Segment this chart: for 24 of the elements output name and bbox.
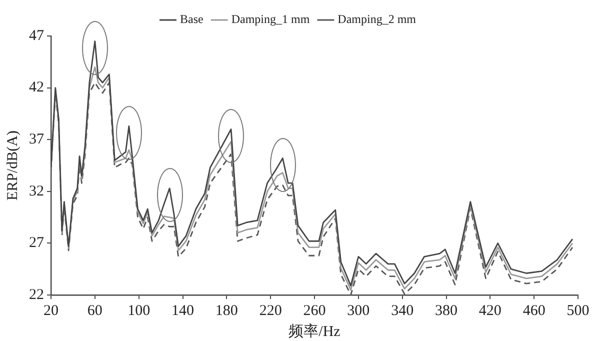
x-tick-label: 60 — [87, 302, 102, 319]
y-axis-title: ERP/dB(A) — [4, 130, 21, 201]
x-tick-label: 420 — [478, 302, 502, 319]
x-tick-label: 380 — [435, 302, 458, 319]
y-tick-label: 42 — [29, 80, 44, 96]
y-tick-label: 47 — [29, 28, 44, 44]
y-tick-label: 27 — [29, 235, 44, 252]
y-tick-label: 32 — [29, 183, 44, 200]
x-tick-label: 260 — [303, 302, 326, 319]
x-tick-label: 340 — [391, 302, 414, 319]
x-tick-label: 460 — [522, 302, 546, 319]
x-tick-label: 100 — [128, 302, 150, 319]
legend-label: Damping_2 mm — [338, 12, 417, 26]
y-tick-label: 37 — [29, 132, 44, 148]
legend-label: Damping_1 mm — [231, 12, 310, 26]
x-tick-label: 220 — [259, 302, 282, 319]
x-axis-title: 频率/Hz — [288, 322, 341, 340]
x-tick-label: 140 — [172, 302, 194, 319]
x-tick-label: 20 — [44, 302, 58, 319]
x-tick-label: 180 — [215, 302, 238, 319]
x-tick-label: 500 — [566, 302, 590, 319]
x-tick-label: 300 — [347, 302, 370, 319]
y-tick-label: 22 — [29, 286, 44, 303]
legend-label: Base — [180, 12, 204, 26]
